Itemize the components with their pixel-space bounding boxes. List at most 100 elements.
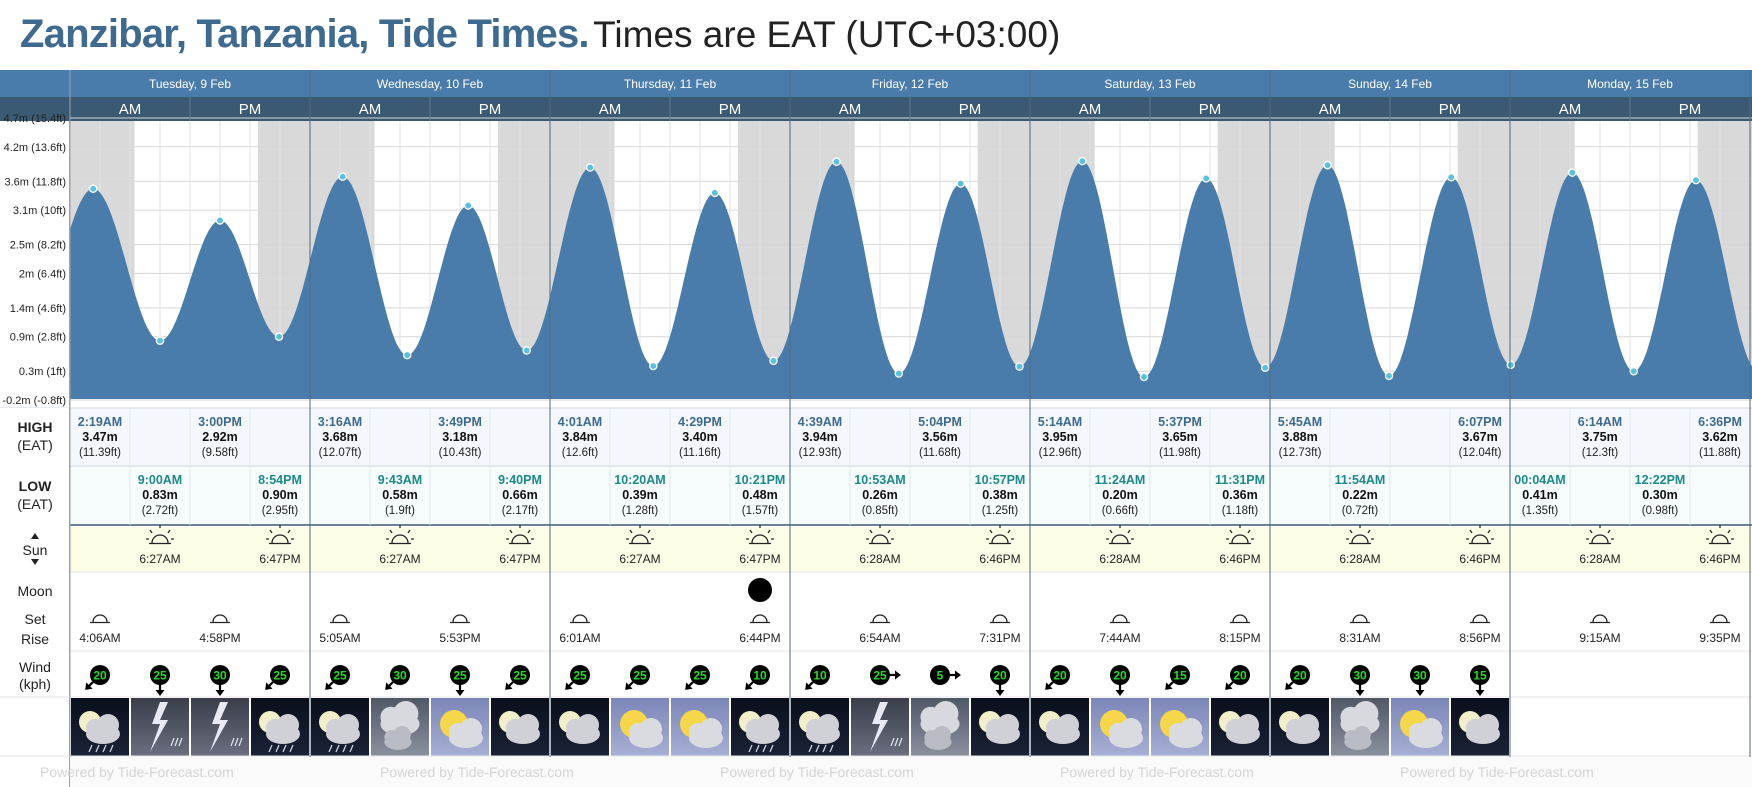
- wind-speed: 10: [813, 669, 827, 683]
- high-tide-time: 4:29PM: [678, 415, 722, 429]
- sunrise-icon: [386, 525, 414, 545]
- wind-arrow-head: [455, 690, 465, 696]
- wind-arrow-head: [85, 682, 93, 690]
- high-tide-height-ft: (12.3ft): [1582, 447, 1619, 459]
- wind-row: 20 25 30 25 25 30 25 25 25 25 25 10 10 25 5 20 20 20 15 20 2…: [85, 665, 1490, 696]
- high-tide-height-ft: (9.58ft): [202, 447, 239, 459]
- high-tide-height: 3.84m: [562, 430, 597, 444]
- wind-arrow-head: [1115, 690, 1125, 696]
- wind-indicator: 30: [1350, 665, 1370, 696]
- wind-label: Wind: [19, 659, 51, 675]
- sunrise-time: 6:28AM: [1099, 552, 1140, 566]
- wind-arrow-head: [265, 682, 273, 690]
- rain-night-icon: [731, 698, 789, 756]
- sun-arc: [1711, 534, 1729, 544]
- partly-sunny-icon: [671, 698, 729, 756]
- partly-cloudy-night-icon: [1271, 698, 1329, 756]
- wind-badge: [570, 665, 590, 685]
- sun-arc: [1111, 534, 1129, 544]
- wind-arrow-icon: [215, 685, 225, 696]
- low-tide-time: 10:53AM: [854, 473, 905, 487]
- moonrise-icon: [1590, 614, 1610, 624]
- high-tide-height-ft: (11.98ft): [1159, 447, 1201, 459]
- low-tide-height: 0.66m: [502, 488, 537, 502]
- high-tide-point: [956, 179, 965, 188]
- low-tide-point: [1629, 366, 1638, 376]
- watermark-text: Powered by Tide-Forecast.com: [720, 764, 914, 780]
- raindrop: [808, 744, 813, 753]
- wind-arrow-icon: [1115, 685, 1125, 696]
- high-tide-time: 3:00PM: [198, 415, 242, 429]
- wind-speed: 30: [393, 669, 407, 683]
- moonrise-icon: [1230, 614, 1250, 624]
- high-tide-time: 4:39AM: [798, 415, 842, 429]
- sunset-time: 6:46PM: [979, 552, 1020, 566]
- sun-arc: [151, 534, 169, 544]
- moon-time: 6:44PM: [739, 631, 780, 645]
- low-tide-time: 11:54AM: [1335, 473, 1386, 487]
- wind-arrow-icon: [1285, 681, 1294, 690]
- moonrise-icon: [1710, 614, 1730, 624]
- low-tide-time: 12:22PM: [1635, 473, 1686, 487]
- sun-ray: [887, 529, 891, 534]
- low-tide-point: [1139, 372, 1149, 382]
- wind-arrow-icon: [325, 681, 334, 690]
- wind-indicator: 25: [625, 665, 650, 690]
- wind-indicator: 10: [805, 665, 830, 690]
- partly-cloudy-night-icon: [1451, 698, 1509, 756]
- high-tide-height: 3.95m: [1042, 430, 1077, 444]
- moon-arc: [212, 614, 228, 623]
- y-tick-label: -0.2m (-0.8ft): [2, 395, 66, 407]
- low-tide-time: 9:43AM: [378, 473, 422, 487]
- raindrop: [748, 744, 753, 753]
- low-tide-time: 11:24AM: [1095, 473, 1146, 487]
- sun-ray: [407, 529, 411, 534]
- sun-ray: [1607, 529, 1611, 534]
- sun-arc: [1231, 534, 1249, 544]
- pm-label: PM: [1679, 101, 1702, 118]
- low-tide-point: [649, 361, 658, 371]
- high-tide-time: 2:19AM: [78, 415, 122, 429]
- wind-speed: 10: [753, 669, 767, 683]
- sun-arc: [271, 534, 289, 544]
- sun-ray: [527, 529, 531, 534]
- wind-arrow-head: [1355, 690, 1365, 696]
- moon-arc: [92, 614, 108, 623]
- title-timezone: Times are EAT (UTC+03:00): [593, 14, 1061, 55]
- row-labels: HIGH (EAT) LOW (EAT) Sun Moon Set Rise Wind(kph): [0, 70, 1752, 787]
- wind-badge: [750, 665, 770, 685]
- sunrise-icon: [866, 525, 894, 545]
- sun-ray: [167, 529, 171, 534]
- sun-arc: [631, 534, 649, 544]
- wind-speed: 20: [1233, 669, 1247, 683]
- sunrise-icon: [146, 525, 174, 545]
- high-tide-height: 3.75m: [1582, 430, 1617, 444]
- wind-badge: [150, 665, 170, 685]
- wind-badge: [450, 665, 470, 685]
- sun-ray: [869, 529, 873, 534]
- partly-cloudy-night-icon: [551, 698, 609, 756]
- moonrise-icon: [750, 614, 770, 624]
- rain-night-icon: [791, 698, 849, 756]
- sun-ray: [989, 529, 993, 534]
- sunset-icon: [1466, 525, 1494, 545]
- high-tide-point: [338, 172, 347, 181]
- moon-label: Moon: [17, 583, 52, 599]
- wind-badge: [1410, 665, 1430, 685]
- low-table-bg: [70, 466, 1752, 525]
- y-tick-label: 3.6m (11.8ft): [4, 176, 66, 188]
- moon-set-label: Set: [24, 611, 45, 627]
- high-label: HIGH: [18, 419, 53, 435]
- wind-speed: 25: [153, 669, 167, 683]
- wind-speed: 20: [1293, 669, 1307, 683]
- low-tide-point: [155, 336, 165, 345]
- moon-arc: [572, 614, 588, 623]
- raindrop: [282, 744, 287, 753]
- low-tide-height-ft: (0.85ft): [862, 505, 899, 517]
- raindrop: [898, 737, 903, 747]
- low-tide-time: 8:54PM: [258, 473, 302, 487]
- sun-ray: [509, 529, 513, 534]
- wind-arrow-icon: [1355, 685, 1365, 696]
- wind-badge: [870, 665, 890, 685]
- moon-rise-label: Rise: [21, 631, 49, 647]
